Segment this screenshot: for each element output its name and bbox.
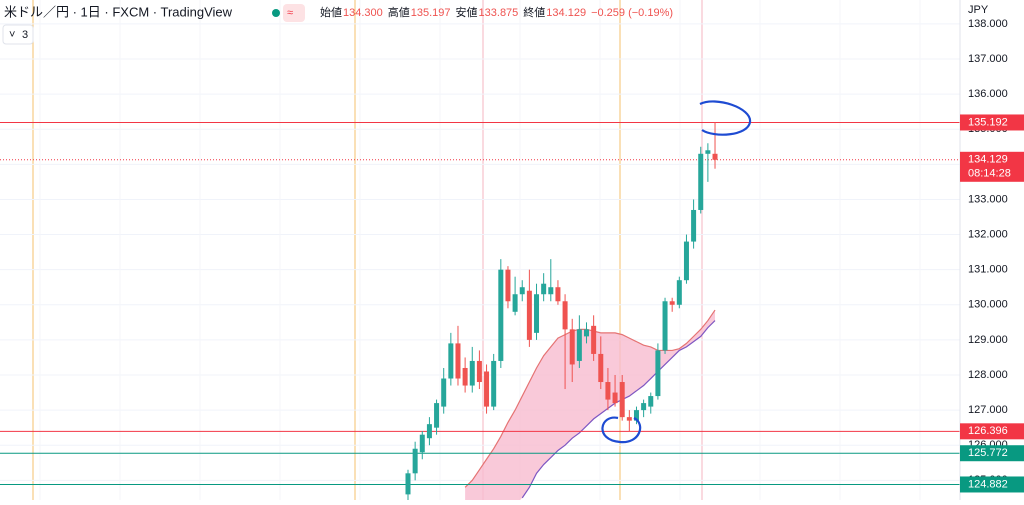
last-price-tag (960, 151, 1024, 182)
candle-body (505, 269, 511, 302)
candle-body (498, 269, 504, 361)
hand-drawn-annotations (601, 100, 752, 444)
level-tag (960, 445, 1024, 462)
vertical-drawings (32, 0, 703, 500)
candle-body (662, 301, 668, 351)
candle-body (448, 343, 454, 379)
candle-body (683, 241, 689, 281)
legend-label: 始値 (320, 5, 342, 19)
candle-body (512, 294, 518, 312)
legend-label: 安値 (456, 5, 478, 19)
y-tick-label: 130.000 (968, 299, 1008, 311)
candle-body (648, 396, 654, 407)
level-label: 125.772 (968, 447, 1008, 459)
candle-body (541, 283, 547, 295)
replay-icon-glyph: ≈ (287, 7, 293, 19)
countdown: 08:14:28 (968, 168, 1011, 180)
candle-body (405, 473, 411, 495)
legend-label: 終値 (523, 5, 545, 19)
candle-body (555, 287, 561, 302)
level-tag (960, 114, 1024, 131)
legend-value: 134.300 (343, 7, 383, 19)
band-line (521, 320, 716, 499)
candle-body (598, 353, 604, 383)
level-tag (960, 476, 1024, 493)
candle-body (562, 301, 568, 330)
last-price-label: 134.129 (968, 154, 1008, 166)
candle-body (655, 350, 661, 397)
candle-body (462, 367, 468, 386)
replay-icon (283, 4, 305, 22)
candle-body (705, 150, 711, 154)
y-tick-label: 138.000 (968, 18, 1008, 30)
y-tick-label: 133.000 (968, 193, 1008, 205)
band-line (464, 309, 716, 488)
y-tick-label: 129.000 (968, 334, 1008, 346)
level-label: 135.192 (968, 116, 1008, 128)
level-label: 124.882 (968, 478, 1008, 490)
candle-body (591, 325, 597, 354)
candle-body (633, 410, 639, 421)
candle-body (612, 392, 618, 404)
level-label: 126.396 (968, 425, 1008, 437)
candle-body (584, 329, 589, 337)
status-dot (272, 9, 280, 17)
candle-body (698, 153, 704, 210)
candle-body (526, 290, 532, 340)
legend-label: 高値 (388, 5, 410, 19)
candle-body (534, 294, 540, 333)
indicator-chevron: ˅ (9, 29, 15, 41)
legend-change: −0.259 (−0.19%) (591, 7, 673, 19)
candle-body (619, 382, 625, 418)
candle-body (491, 360, 497, 407)
currency: JPY (968, 4, 989, 16)
indicator-toggle[interactable] (2, 24, 34, 45)
y-tick-label: 127.000 (968, 404, 1008, 416)
candle-body (691, 209, 697, 242)
candle-body (626, 417, 632, 421)
candle-body (412, 448, 418, 474)
legend-value: 135.197 (411, 7, 451, 19)
level-tag (960, 423, 1024, 440)
candle-body (434, 403, 440, 428)
band-fill (465, 310, 716, 500)
candle-body (426, 424, 432, 439)
indicator-count: 3 (22, 29, 28, 41)
candle-body (548, 287, 554, 295)
y-tick-label: 136.000 (968, 88, 1008, 100)
candle-body (455, 343, 461, 379)
legend-value: 134.129 (546, 7, 586, 19)
y-tick-label: 137.000 (968, 53, 1008, 65)
candle-body (484, 371, 490, 407)
candle-body (419, 434, 425, 453)
candle-body (605, 382, 611, 400)
symbol-title: 米ドル／円 · 1日 · FXCM · TradingView (4, 4, 233, 19)
candle-body (441, 378, 447, 407)
candle-body (476, 360, 482, 383)
candle-body (641, 403, 647, 411)
candle-body (576, 329, 582, 361)
legend-value: 133.875 (479, 7, 519, 19)
candle-body (712, 153, 718, 160)
candle-body (569, 329, 575, 365)
candle-body (669, 301, 675, 305)
y-tick-label: 128.000 (968, 369, 1008, 381)
candle-body (676, 280, 682, 305)
candle-body (519, 287, 525, 295)
y-tick-label: 131.000 (968, 264, 1008, 276)
candle-body (469, 360, 475, 386)
y-tick-label: 132.000 (968, 228, 1008, 240)
